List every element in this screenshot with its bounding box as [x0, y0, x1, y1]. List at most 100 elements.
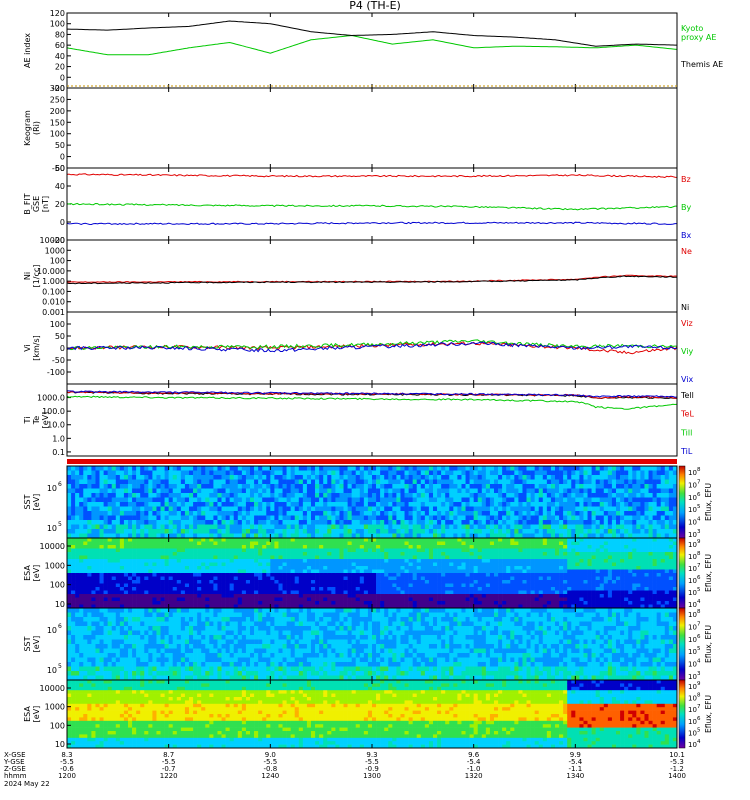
- panel-7-cell: [433, 580, 438, 584]
- panel-7-cell: [416, 552, 422, 556]
- panel-7-cell: [225, 548, 230, 553]
- panel-7-cell: [400, 597, 405, 602]
- panel-7-cell: [128, 590, 133, 595]
- panel-7-cell: [144, 583, 149, 588]
- panel-6-cell: [506, 533, 511, 539]
- panel-7-cell: [290, 545, 296, 549]
- panel-6-cell: [620, 524, 625, 530]
- panel-6-cell: [148, 529, 153, 534]
- panel-7-cell: [83, 601, 88, 605]
- panel-6-cell: [408, 529, 413, 534]
- panel-6-cell: [152, 470, 157, 476]
- panel-6-cell: [583, 502, 588, 507]
- panel-6-cell: [335, 493, 340, 498]
- panel-6-cell: [489, 488, 495, 494]
- panel-6-cell: [193, 493, 198, 498]
- panel-6-cell: [282, 524, 287, 530]
- panel-6-cell: [184, 470, 190, 476]
- panel-7-cell: [225, 601, 230, 605]
- panel-7-cell: [331, 583, 336, 588]
- panel-7-cell: [274, 541, 279, 546]
- panel-7-cell: [343, 552, 348, 556]
- panel-6-cell: [522, 484, 527, 489]
- panel-7-cell: [270, 566, 275, 570]
- panel-6-cell: [437, 484, 442, 489]
- panel-7-cell: [132, 559, 137, 563]
- panel-6-cell: [111, 520, 117, 525]
- panel-7-cell: [355, 597, 361, 602]
- panel-7-cell: [225, 541, 230, 546]
- panel-7-cell: [449, 597, 454, 602]
- panel-7-cell: [176, 541, 182, 546]
- panel-7-cell: [237, 587, 243, 591]
- panel-7-cell: [282, 569, 287, 574]
- panel-7-cell: [331, 548, 336, 553]
- panel-7-cell: [355, 555, 361, 560]
- panel-7-cell: [441, 552, 446, 556]
- panel-6-cell: [457, 479, 462, 485]
- panel-6-cell: [522, 524, 527, 530]
- panel-6-cell: [335, 466, 340, 471]
- panel-6-cell: [672, 484, 678, 489]
- panel-6-cell: [632, 475, 637, 480]
- panel-7-cell: [225, 573, 230, 577]
- panel-7-cell: [351, 580, 357, 584]
- panel-7-cell: [494, 538, 499, 542]
- panel-6-cell: [156, 524, 161, 530]
- panel-7-cell: [111, 559, 117, 563]
- panel-6-cell: [607, 524, 613, 530]
- panel-7-cell: [408, 604, 413, 609]
- panel-7-cell: [136, 545, 141, 549]
- panel-6-cell: [587, 529, 592, 534]
- panel-7-cell: [217, 601, 222, 605]
- panel-6-cell: [209, 497, 214, 503]
- panel-6-cell: [672, 479, 678, 485]
- panel-7-cell: [217, 541, 222, 546]
- panel-6-cell: [546, 506, 552, 512]
- panel-6-cell: [164, 497, 169, 503]
- panel-6-cell: [473, 533, 479, 539]
- panel-7-cell: [266, 590, 271, 595]
- panel-6-cell: [457, 515, 462, 521]
- panel-7-cell: [103, 538, 108, 542]
- panel-7-cell: [274, 573, 279, 577]
- panel-6-cell: [518, 470, 523, 476]
- panel-6-cell: [351, 515, 357, 521]
- panel-6-cell: [384, 515, 389, 521]
- panel-6-cell: [530, 524, 535, 530]
- panel-6-cell: [201, 497, 206, 503]
- panel-6-cell: [205, 493, 210, 498]
- panel-6-cell: [67, 466, 72, 471]
- panel-6-cell: [408, 502, 413, 507]
- panel-7-cell: [258, 562, 263, 567]
- panel-6-cell: [144, 470, 149, 476]
- panel-6-cell: [189, 466, 194, 471]
- panel-7-cell: [71, 538, 76, 542]
- panel-7-cell: [372, 555, 377, 560]
- panel-7-cell: [380, 545, 385, 549]
- panel-7-cell: [254, 552, 259, 556]
- panel-6-cell: [278, 493, 283, 498]
- panel-7-cell: [168, 559, 174, 563]
- panel-6-cell: [266, 529, 271, 534]
- panel-7-cell: [83, 552, 88, 556]
- panel-6-cell: [225, 520, 230, 525]
- panel-6-cell: [152, 533, 157, 539]
- panel-0-ytick-label-1: 100: [50, 20, 65, 29]
- panel-7-cell: [266, 548, 271, 553]
- panel-6-cell: [494, 502, 499, 507]
- panel-6-cell: [323, 466, 328, 471]
- panel-6-cell: [583, 475, 588, 480]
- panel-0-ytick-label-4: 40: [55, 52, 65, 61]
- panel-5-legend-0: Tell: [680, 391, 694, 400]
- panel-7-cell: [372, 580, 377, 584]
- panel-6-cell: [408, 524, 413, 530]
- panel-6-cell: [107, 529, 113, 534]
- panel-5-legend-3: TiL: [680, 447, 693, 456]
- panel-6-cell: [485, 497, 491, 503]
- panel-7-cell: [441, 562, 446, 567]
- panel-7-cell: [351, 538, 357, 542]
- panel-7-cell: [355, 552, 361, 556]
- panel-7-cell: [306, 597, 312, 602]
- panel-7-cell: [197, 583, 202, 588]
